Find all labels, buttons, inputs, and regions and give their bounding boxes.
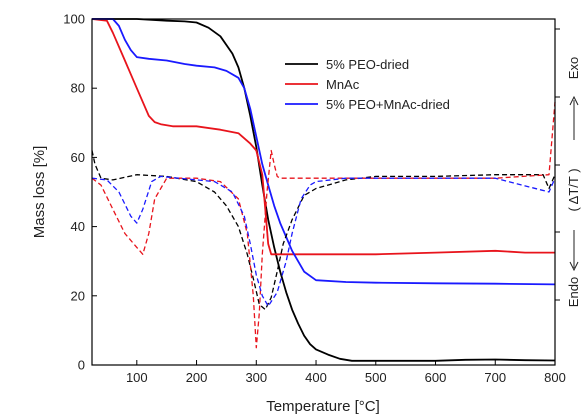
y-tick-label-100: 100 bbox=[63, 12, 85, 27]
x-axis: 100 200 300 400 500 600 700 800 bbox=[126, 360, 566, 385]
series-layer bbox=[91, 18, 556, 362]
plot-frame bbox=[91, 18, 556, 366]
legend-label-peo-mnac: 5% PEO+MnAc-dried bbox=[326, 97, 450, 112]
x-tick-label-200: 200 bbox=[186, 370, 208, 385]
right-arrow-endo-head bbox=[569, 261, 579, 272]
series-line-5 bbox=[91, 175, 556, 307]
right-arrow-exo-head bbox=[569, 95, 579, 106]
right-label-mid: ( ΔT/T ) bbox=[566, 168, 581, 211]
right-axis-ticks bbox=[555, 28, 560, 301]
right-label-endo: Endo bbox=[566, 277, 581, 307]
series-line-3 bbox=[91, 150, 556, 311]
x-tick-label-400: 400 bbox=[305, 370, 327, 385]
y-tick-label-40: 40 bbox=[71, 219, 85, 234]
x-tick-label-800: 800 bbox=[544, 370, 566, 385]
series-line-1 bbox=[91, 18, 555, 256]
legend: 5% PEO-dried MnAc 5% PEO+MnAc-dried bbox=[285, 57, 450, 112]
series-line-2 bbox=[92, 18, 556, 286]
x-tick-label-100: 100 bbox=[126, 370, 148, 385]
y-tick-label-80: 80 bbox=[71, 81, 85, 96]
y-axis: 0 20 40 60 80 100 bbox=[63, 12, 97, 373]
x-tick-label-300: 300 bbox=[245, 370, 267, 385]
x-tick-label-500: 500 bbox=[365, 370, 387, 385]
right-label-exo: Exo bbox=[566, 57, 581, 79]
series-line-4 bbox=[91, 101, 556, 349]
x-tick-label-600: 600 bbox=[425, 370, 447, 385]
y-tick-label-20: 20 bbox=[71, 288, 85, 303]
y-tick-label-60: 60 bbox=[71, 150, 85, 165]
x-tick-label-700: 700 bbox=[484, 370, 506, 385]
x-axis-title: Temperature [°C] bbox=[266, 398, 380, 415]
right-axis-label: Exo ( ΔT/T ) Endo bbox=[566, 57, 581, 307]
legend-label-peo: 5% PEO-dried bbox=[326, 57, 409, 72]
legend-label-mnac: MnAc bbox=[326, 77, 360, 92]
y-axis-title: Mass loss [%] bbox=[31, 146, 48, 239]
y-tick-label-0: 0 bbox=[78, 358, 85, 373]
series-line-0 bbox=[92, 18, 556, 362]
